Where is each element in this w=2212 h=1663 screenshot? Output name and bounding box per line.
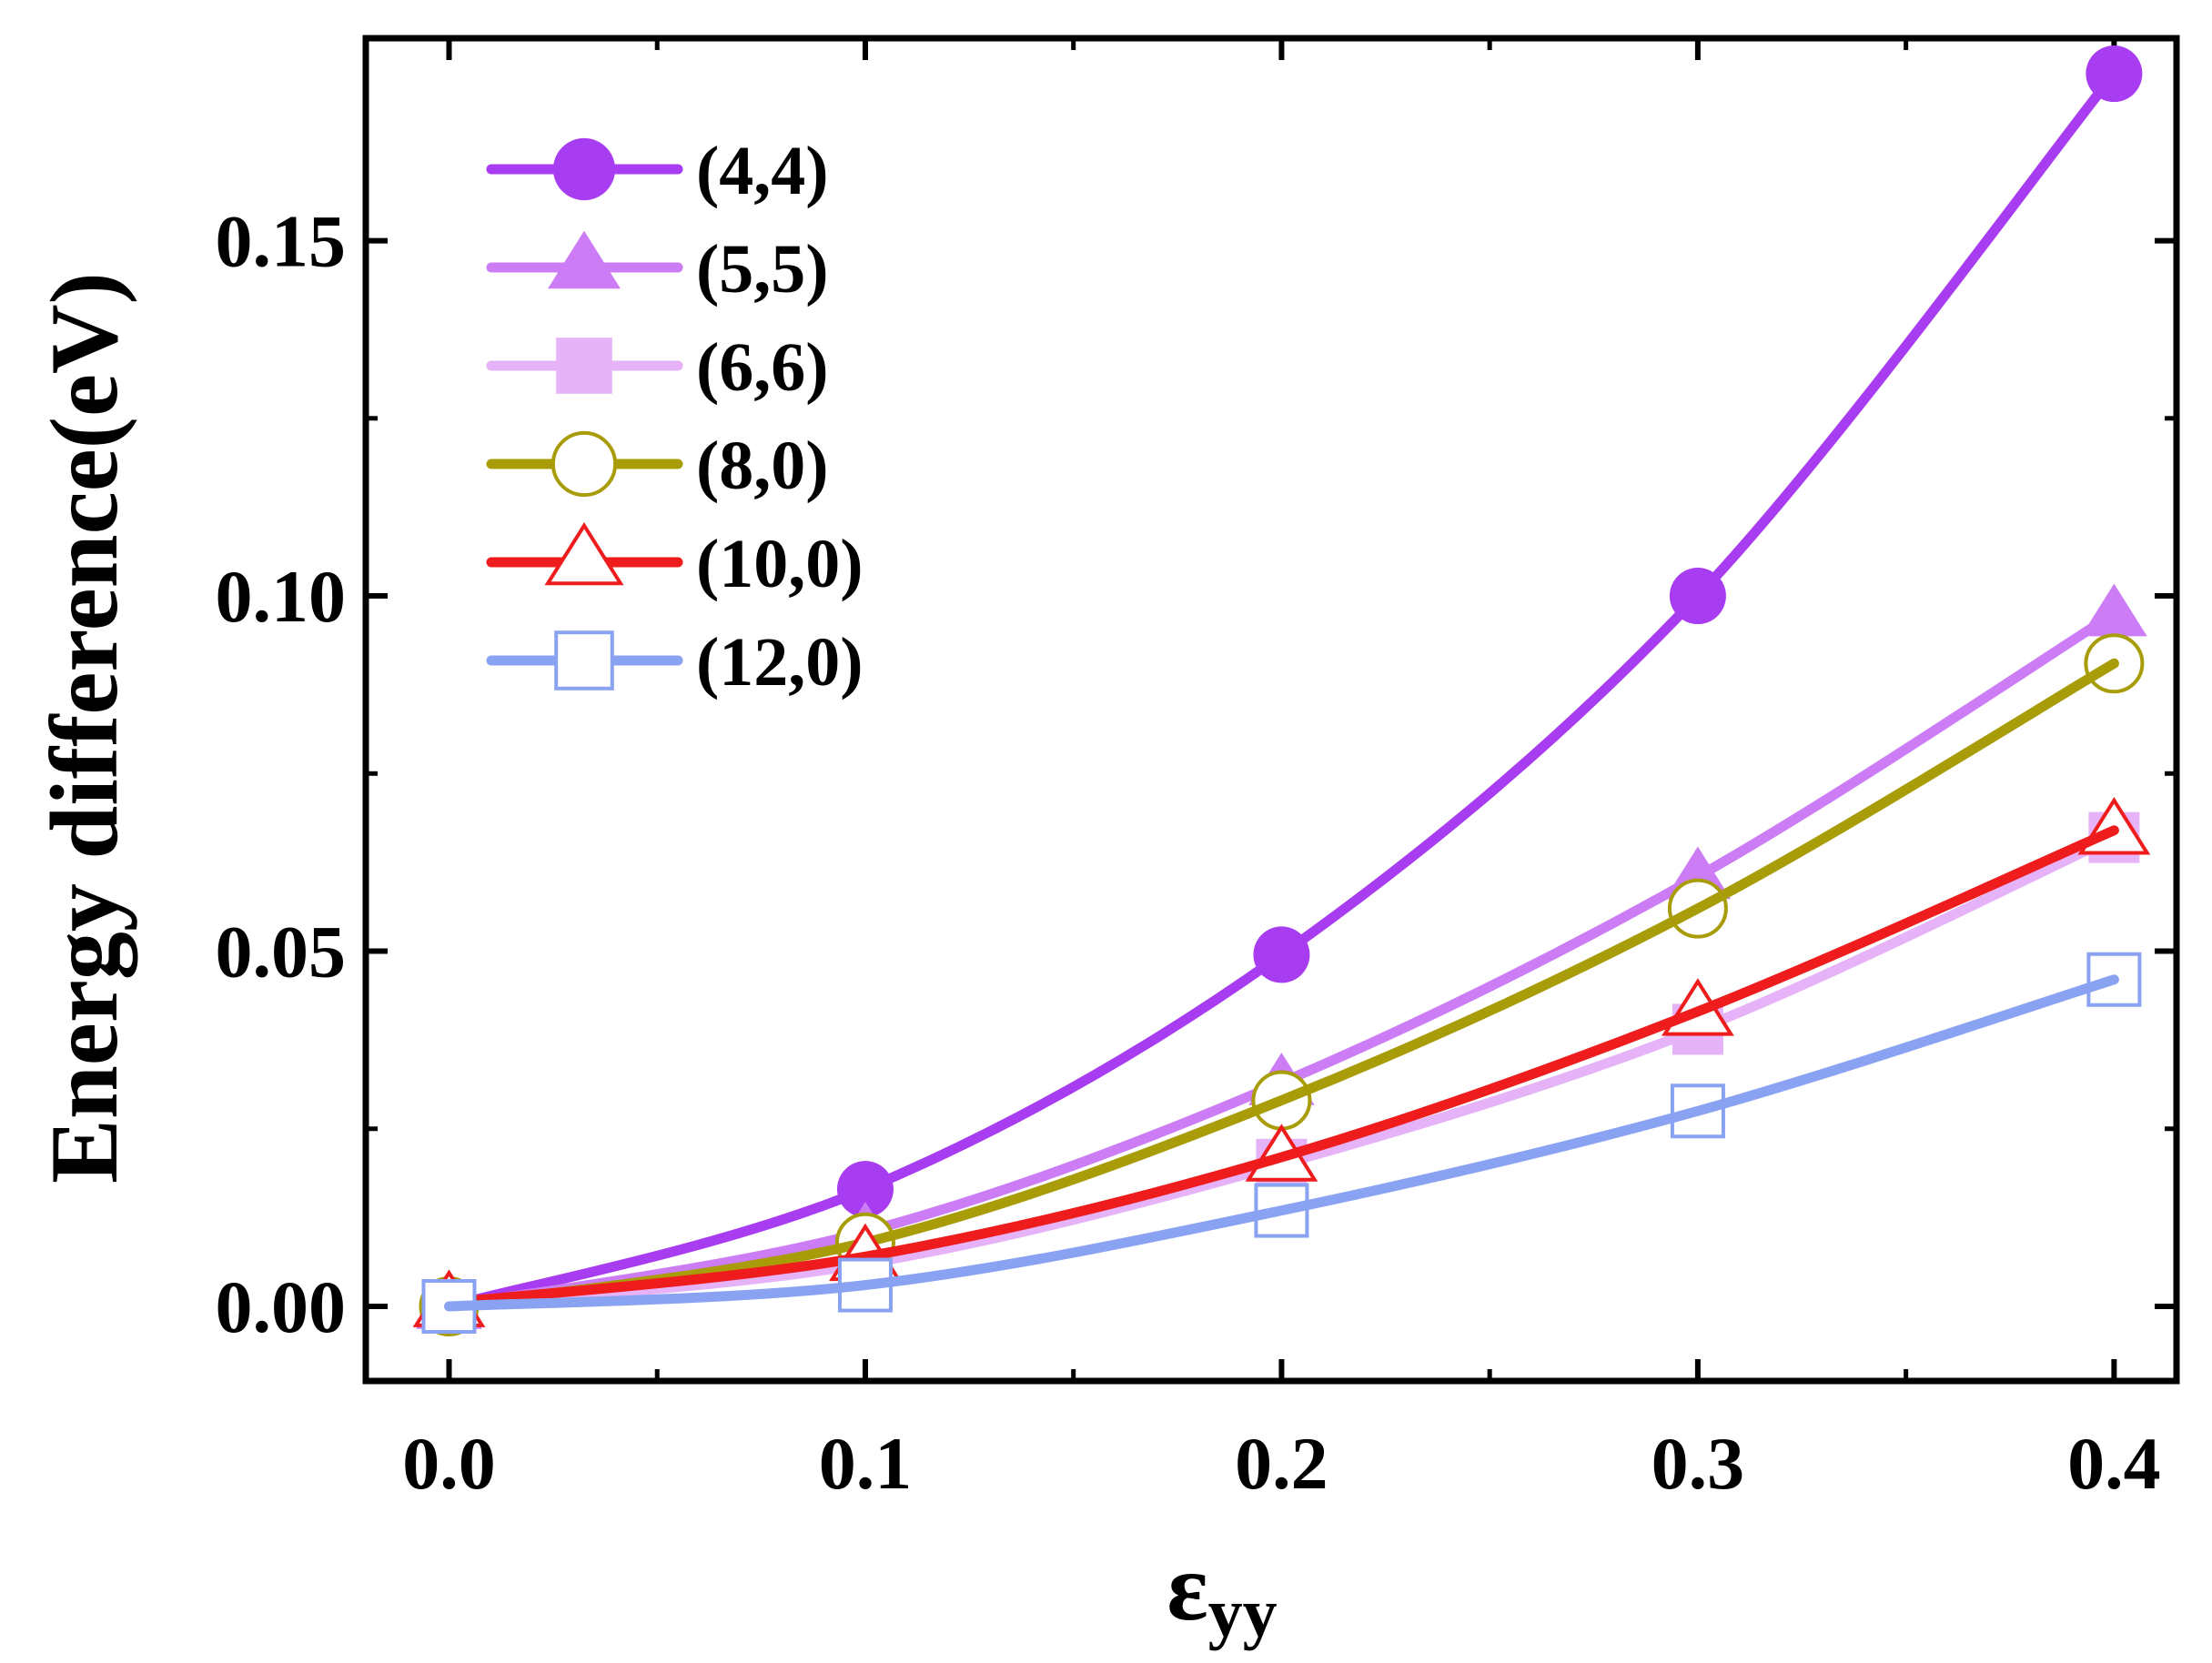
y-tick-label: 0.05 [216, 911, 347, 993]
legend-label: (4,4) [696, 133, 829, 209]
legend-item: (5,5) [486, 230, 829, 307]
series-5 [421, 952, 2142, 1334]
legend-label: (12,0) [696, 624, 864, 700]
x-tick-label: 0.4 [2067, 1422, 2161, 1505]
x-axis-title-subscript: yy [1208, 1575, 1278, 1651]
legend-marker [556, 338, 612, 394]
legend-label: (5,5) [696, 231, 829, 307]
x-tick-label: 0.0 [402, 1422, 496, 1505]
x-tick-label: 0.1 [819, 1422, 913, 1505]
legend-label: (10,0) [696, 526, 864, 602]
legend-marker [552, 137, 616, 201]
legend-marker [554, 630, 614, 690]
y-tick-label: 0.00 [216, 1265, 347, 1348]
legend-item: (12,0) [486, 624, 864, 700]
legend-marker [548, 230, 621, 289]
legend-item: (4,4) [486, 133, 829, 209]
legend-item: (8,0) [486, 428, 829, 504]
series-line [443, 974, 2119, 1312]
series-line [443, 658, 2119, 1312]
series-line [443, 68, 2119, 1312]
y-axis-title: Energy difference(eV) [31, 272, 137, 1184]
series-line [443, 825, 2119, 1308]
legend-item: (10,0) [486, 521, 864, 602]
x-axis-title-main: ε [1167, 1534, 1207, 1640]
legend-marker [550, 430, 618, 498]
legend-item: (6,6) [486, 329, 829, 406]
legend: (4,4) (5,5) (6,6) (8,0) (10,0) (12,0) [486, 133, 864, 700]
legend-marker [544, 521, 624, 586]
y-tick-label: 0.15 [216, 200, 347, 283]
x-tick-label: 0.3 [1651, 1422, 1745, 1505]
legend-label: (6,6) [696, 329, 829, 406]
legend-label: (8,0) [696, 428, 829, 504]
x-tick-label: 0.2 [1235, 1422, 1328, 1505]
y-tick-label: 0.10 [216, 555, 347, 638]
x-axis-title: εyy [1167, 1534, 1277, 1651]
plot-frame [362, 35, 2180, 1385]
